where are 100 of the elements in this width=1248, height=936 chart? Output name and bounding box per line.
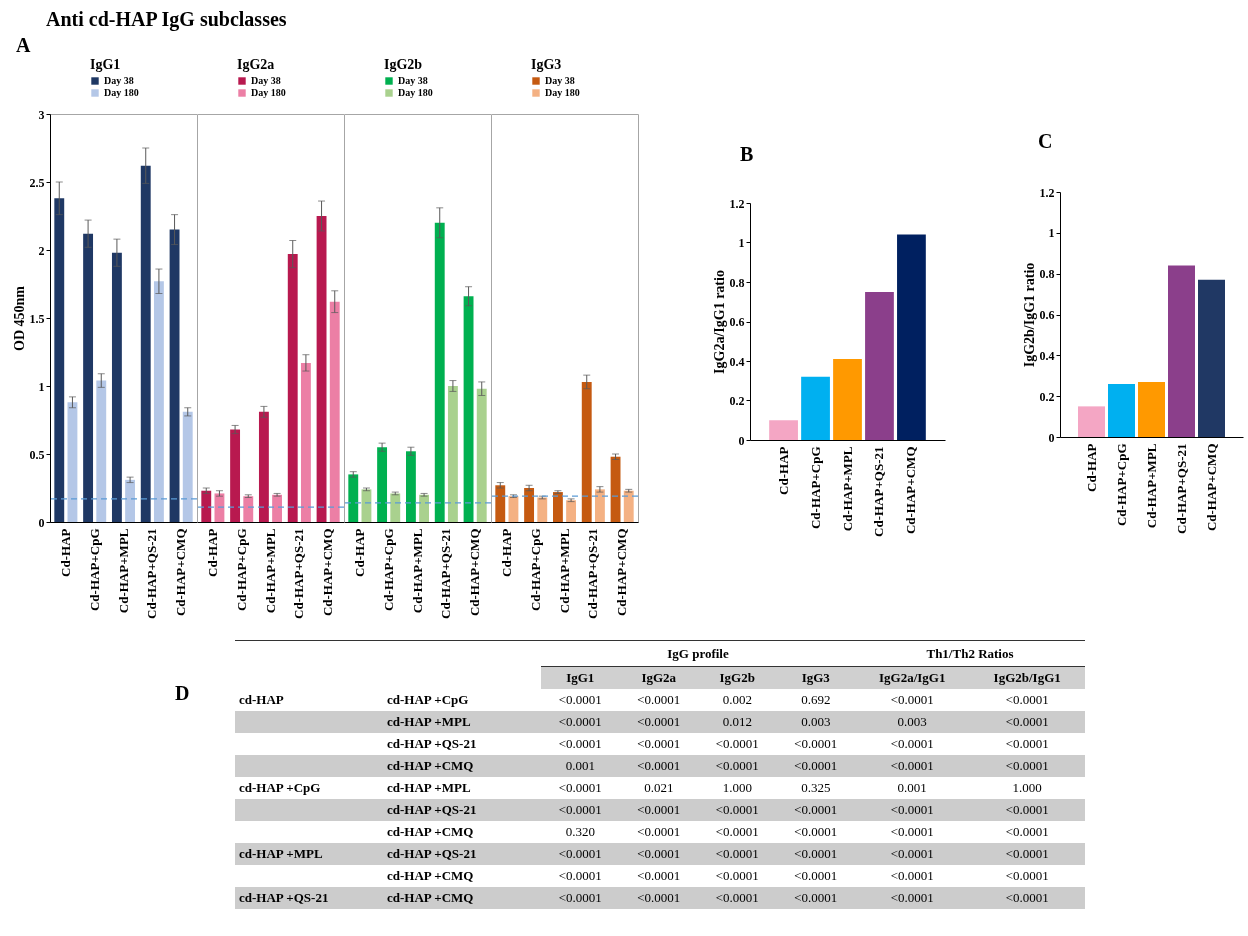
x-tick-label: Cd-HAP+CpG	[380, 528, 396, 612]
y-tick-label: 1	[38, 379, 45, 394]
text: IgG2b/IgG1	[969, 666, 1085, 689]
text: cd-HAP +MPL	[238, 844, 324, 863]
text: <0.0001	[889, 822, 935, 841]
text: <0.0001	[557, 888, 603, 907]
text: <0.0001	[557, 712, 603, 731]
x-tick-label: Cd-HAP+CpG	[527, 528, 543, 612]
text: Th1/Th2 Ratios	[855, 640, 1085, 667]
text: 0.320	[564, 822, 596, 841]
y-axis-title: OD 450nm	[11, 285, 27, 351]
text: cd-HAP +CMQ	[386, 866, 475, 885]
text: <0.0001	[636, 866, 682, 885]
text: <0.0001	[557, 690, 603, 709]
y-tick-label: 0.2	[729, 394, 745, 408]
chart-title: Anti cd-HAP IgG subclasses	[46, 8, 287, 31]
text: 1.000	[721, 778, 753, 797]
text: <0.0001	[1004, 844, 1050, 863]
x-tick-label: Cd-HAP+MPL	[115, 528, 131, 614]
text: <0.0001	[793, 866, 839, 885]
x-tick-label: Cd-HAP	[1083, 443, 1099, 492]
chart-title: IgG2b	[384, 57, 423, 72]
y-tick-label: 0.6	[729, 315, 745, 329]
text: <0.0001	[889, 844, 935, 863]
y-tick-label: 1	[738, 236, 745, 250]
text: <0.0001	[714, 756, 760, 775]
text: <0.0001	[714, 888, 760, 907]
text: <0.0001	[636, 734, 682, 753]
text: 0.003	[800, 712, 832, 731]
y-tick-label: 0.8	[1039, 267, 1055, 282]
y-tick-label: 2.5	[29, 175, 45, 190]
text: IgG1	[541, 666, 620, 689]
x-tick-label: Cd-HAP+QS-21	[291, 528, 307, 619]
text: 0.021	[643, 778, 675, 797]
text: IgG2a	[619, 666, 698, 689]
text: <0.0001	[636, 822, 682, 841]
x-tick-label: Cd-HAP+QS-21	[871, 446, 887, 537]
text: cd-HAP +CpG	[386, 690, 470, 709]
text: <0.0001	[557, 844, 603, 863]
legend-label: Day 180	[104, 87, 139, 98]
x-tick-label: Cd-HAP+MPL	[262, 528, 278, 614]
text: 0.002	[721, 690, 753, 709]
legend-label: Day 180	[251, 87, 286, 98]
text: cd-HAP +QS-21	[386, 844, 478, 863]
text: cd-HAP +CMQ	[386, 756, 475, 775]
x-tick-label: Cd-HAP+QS-21	[144, 528, 160, 619]
x-tick-label: Cd-HAP	[57, 528, 73, 577]
x-tick-label: Cd-HAP+CpG	[86, 528, 102, 612]
text: <0.0001	[1004, 800, 1050, 819]
x-tick-label: Cd-HAP+CMQ	[1203, 443, 1219, 532]
text: <0.0001	[636, 800, 682, 819]
y-tick-label: 0.2	[1039, 389, 1055, 404]
text: cd-HAP +QS-21	[238, 888, 330, 907]
y-tick-label: 0	[738, 433, 745, 448]
legend-label: Day 38	[251, 75, 281, 86]
text: cd-HAP +QS-21	[386, 734, 478, 753]
text: <0.0001	[714, 734, 760, 753]
text: IgG3	[776, 666, 855, 689]
text: <0.0001	[889, 734, 935, 753]
x-tick-label: Cd-HAP+QS-21	[585, 528, 601, 619]
y-tick-label: 1.2	[729, 196, 745, 211]
text: <0.0001	[793, 888, 839, 907]
chart-subtitle: IgG1	[90, 57, 121, 72]
x-tick-label: Cd-HAP+CMQ	[614, 528, 630, 617]
text: <0.0001	[889, 756, 935, 775]
y-tick-label: 3	[38, 107, 45, 122]
text: cd-HAP +MPL	[386, 712, 472, 731]
text: IgG2b	[698, 666, 777, 689]
text: 1.000	[1011, 778, 1043, 797]
text: <0.0001	[636, 756, 682, 775]
legend-label: Day 38	[545, 75, 575, 86]
text: <0.0001	[793, 734, 839, 753]
text: cd-HAP +MPL	[386, 778, 472, 797]
legend-label: Day 38	[398, 75, 428, 86]
text: D	[175, 682, 190, 705]
y-tick-label: 2	[38, 243, 45, 258]
x-tick-label: Cd-HAP+CpG	[807, 446, 823, 530]
x-tick-label: Cd-HAP+MPL	[839, 446, 855, 532]
x-tick-label: Cd-HAP+CMQ	[320, 528, 336, 617]
text: cd-HAP +CMQ	[386, 822, 475, 841]
y-tick-label: 1.2	[1039, 185, 1055, 200]
text: IgG2a/IgG1	[855, 666, 970, 689]
text: <0.0001	[793, 822, 839, 841]
x-tick-label: Cd-HAP+MPL	[1143, 443, 1159, 529]
y-tick-label: 0.5	[29, 447, 45, 462]
text: <0.0001	[636, 712, 682, 731]
text: <0.0001	[793, 800, 839, 819]
y-tick-label: 1.5	[29, 311, 45, 326]
text: <0.0001	[636, 690, 682, 709]
text: IgG profile	[541, 640, 855, 667]
x-tick-label: Cd-HAP+CpG	[233, 528, 249, 612]
x-tick-label: Cd-HAP+QS-21	[438, 528, 454, 619]
legend-label: Day 180	[398, 87, 433, 98]
x-tick-label: Cd-HAP+CpG	[1113, 443, 1129, 527]
y-tick-label: 0.8	[729, 275, 745, 290]
text: A	[16, 34, 31, 57]
text: <0.0001	[714, 822, 760, 841]
x-tick-label: Cd-HAP+CMQ	[903, 446, 919, 535]
x-tick-label: Cd-HAP+MPL	[556, 528, 572, 614]
x-tick-label: Cd-HAP	[775, 446, 791, 495]
